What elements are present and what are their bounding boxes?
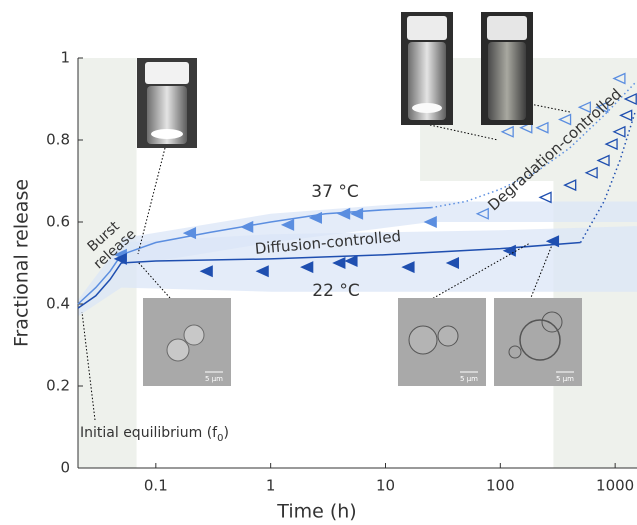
- initial-label: Initial equilibrium (f0): [80, 425, 229, 444]
- data-point: [577, 101, 591, 114]
- y-tick-label: 0.8: [46, 131, 70, 149]
- y-tick-label: 0.2: [46, 377, 70, 395]
- band: [121, 201, 637, 268]
- data-point: [612, 125, 626, 138]
- data-point: [475, 207, 489, 220]
- data-point: [519, 121, 533, 134]
- data-point: [300, 261, 314, 274]
- fit-line: [579, 111, 637, 243]
- data-point: [280, 218, 295, 231]
- initial-label-part: 0: [217, 433, 223, 444]
- data-point: [336, 207, 351, 220]
- data-point: [199, 265, 213, 278]
- data-point: [349, 207, 364, 220]
- x-tick-label: 100: [486, 477, 515, 495]
- y-axis-title: Fractional release: [11, 179, 33, 347]
- data-point: [500, 125, 514, 138]
- data-point: [595, 101, 609, 114]
- data-point: [332, 256, 346, 270]
- data-point: [604, 138, 618, 151]
- y-tick-label: 0.6: [46, 213, 70, 231]
- data-point: [445, 256, 460, 270]
- data-point: [240, 220, 254, 233]
- data-point: [612, 72, 626, 85]
- initial-label-part: ): [224, 425, 229, 441]
- data-point: [113, 252, 127, 265]
- data-point: [535, 121, 549, 134]
- y-tick-label: 0.4: [46, 295, 70, 313]
- data-point: [623, 92, 637, 106]
- data-point: [308, 211, 323, 224]
- data-point: [545, 235, 560, 248]
- data-point: [563, 179, 577, 192]
- x-axis-title: Time (h): [276, 501, 356, 523]
- initial-label-part: Initial equilibrium (f: [80, 425, 218, 441]
- y-tick-label: 0: [60, 459, 70, 477]
- annotation: 22 °C: [312, 281, 359, 301]
- annotation: 37 °C: [311, 182, 358, 202]
- data-point: [182, 227, 197, 240]
- data-point: [344, 254, 358, 267]
- x-tick-label: 10: [376, 477, 395, 495]
- initial-pointer: [81, 311, 96, 421]
- data-point: [423, 215, 437, 229]
- data-point: [401, 261, 415, 274]
- data-point: [584, 166, 598, 179]
- data-point: [255, 265, 269, 278]
- scale-label: 5 μm: [205, 375, 223, 383]
- x-tick-label: 0.1: [144, 477, 168, 495]
- images: [137, 12, 582, 386]
- scale-label: 5 μm: [460, 375, 478, 383]
- fit-line: [77, 241, 581, 309]
- data-point: [557, 113, 572, 126]
- x-tick-label: 1: [266, 477, 276, 495]
- scale-label: 5 μm: [556, 375, 574, 383]
- y-tick-label: 1: [60, 49, 70, 67]
- data-point: [538, 191, 552, 204]
- data-point: [619, 109, 633, 122]
- x-tick-label: 1000: [596, 477, 634, 495]
- data-point: [596, 154, 610, 167]
